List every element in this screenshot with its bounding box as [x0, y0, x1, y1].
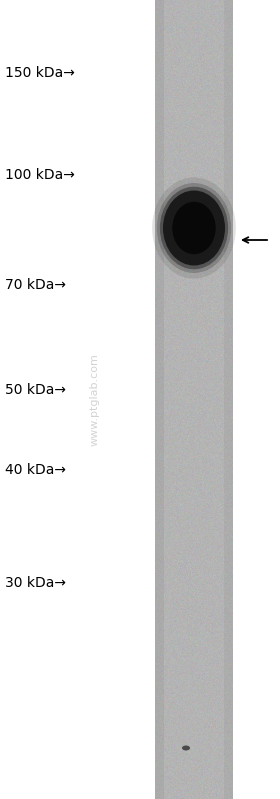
Text: 40 kDa→: 40 kDa→: [5, 463, 66, 477]
Ellipse shape: [160, 187, 228, 269]
Text: www.ptglab.com: www.ptglab.com: [90, 354, 100, 447]
Ellipse shape: [172, 202, 216, 254]
Bar: [224, 0, 233, 799]
Text: 100 kDa→: 100 kDa→: [5, 168, 75, 182]
Ellipse shape: [152, 177, 236, 279]
Text: 30 kDa→: 30 kDa→: [5, 576, 66, 590]
Text: 150 kDa→: 150 kDa→: [5, 66, 75, 80]
Ellipse shape: [163, 190, 225, 265]
Ellipse shape: [182, 745, 190, 750]
Text: 70 kDa→: 70 kDa→: [5, 278, 66, 292]
Text: 50 kDa→: 50 kDa→: [5, 383, 66, 397]
Bar: [155, 0, 164, 799]
Ellipse shape: [157, 183, 231, 273]
